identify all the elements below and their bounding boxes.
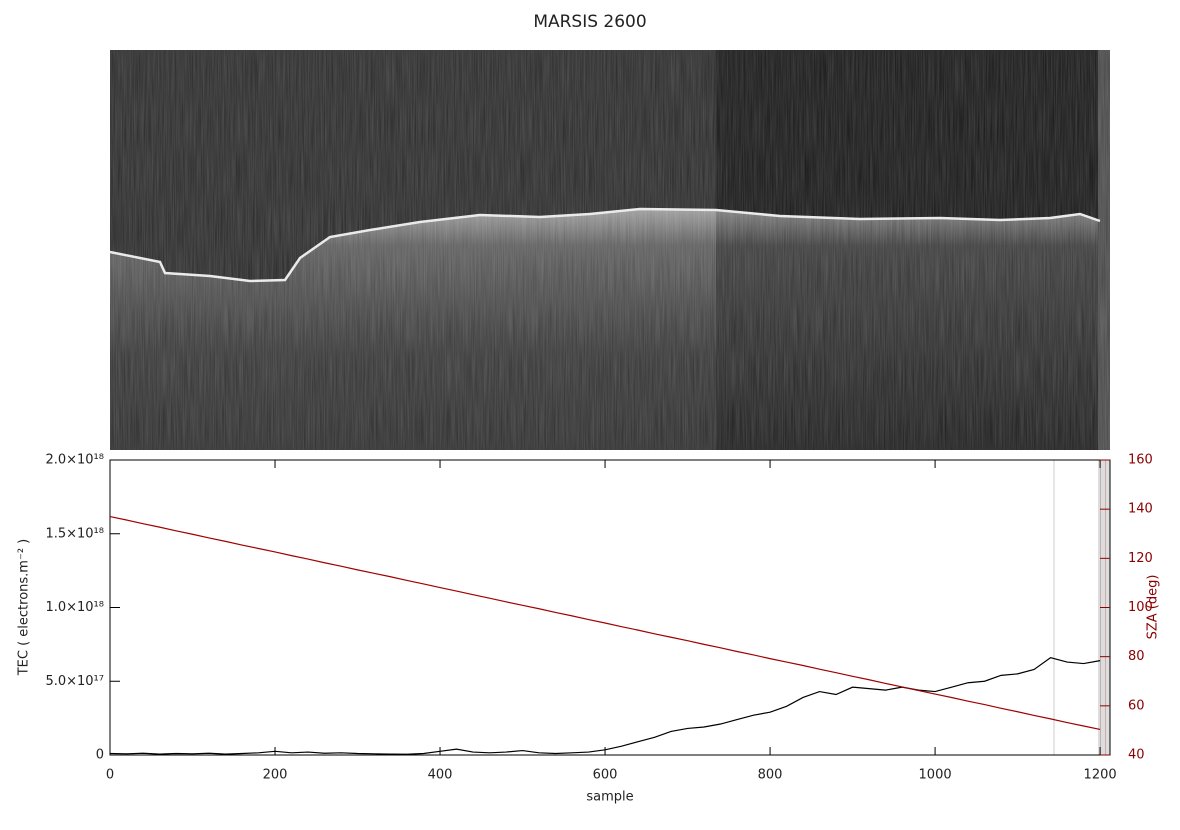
x-tick-label: 600 [593,768,618,783]
x-tick-label: 0 [106,768,114,783]
x-tick-label: 800 [758,768,783,783]
series-line [109,656,1101,755]
y-tick-label: 1.0×10¹⁸ [45,600,104,615]
x-tick-label: 1000 [919,768,952,783]
y-tick-label: 1.5×10¹⁸ [45,526,104,541]
y2-tick-label: 160 [1128,453,1153,468]
y-tick-label: 5.0×10¹⁷ [45,674,104,689]
chart-title: MARSIS 2600 [533,12,646,32]
y-tick-label: 2.0×10¹⁸ [45,453,104,468]
y2-tick-label: 140 [1128,502,1153,517]
y2-tick-label: 80 [1128,649,1145,664]
y-tick-label: 0 [96,748,104,763]
y-axis-label: TEC ( electrons.m⁻² ) [17,539,32,677]
y2-tick-label: 60 [1128,698,1145,713]
y2-tick-label: 120 [1128,551,1153,566]
x-tick-label: 400 [428,768,453,783]
y2-tick-label: 40 [1128,748,1145,763]
y2-tick-label: 100 [1128,600,1153,615]
y2-axis-label: SZA (deg) [1146,575,1161,640]
plot-area [109,459,1111,756]
x-tick-label: 200 [263,768,288,783]
radargram [109,50,1110,450]
series-line [109,515,1101,731]
x-axis-label: sample [586,790,633,805]
x-tick-label: 1200 [1084,768,1117,783]
